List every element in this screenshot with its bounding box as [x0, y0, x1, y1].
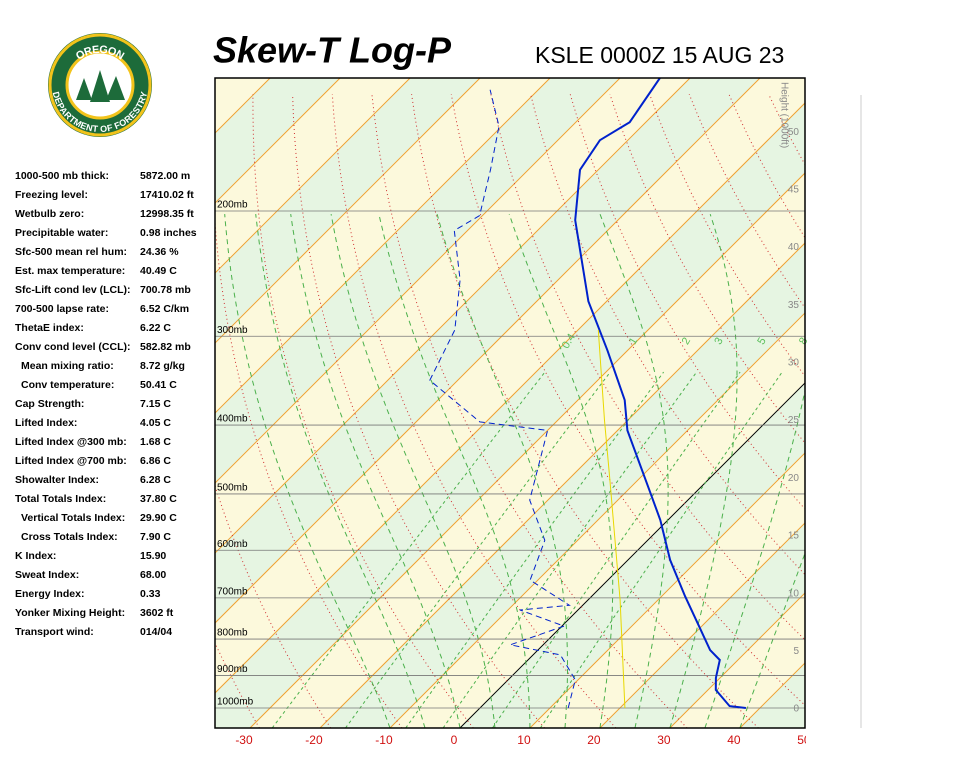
index-value: 17410.02 ft: [140, 189, 194, 201]
index-label: Est. max temperature:: [15, 265, 125, 277]
height-tick-label: 5: [793, 646, 799, 657]
index-value: 700.78 mb: [140, 284, 191, 296]
height-tick-label: 45: [788, 185, 800, 196]
index-value: 6.86 C: [140, 455, 171, 467]
logo: OREGON DEPARTMENT OF FORESTRY: [48, 33, 152, 137]
index-label: Conv temperature:: [21, 379, 114, 391]
index-label: Precipitable water:: [15, 227, 108, 239]
index-label: Cap Strength:: [15, 398, 84, 410]
index-value: 15.90: [140, 550, 166, 562]
dry-adiabat: [848, 94, 960, 728]
pressure-label: 400mb: [217, 414, 248, 425]
index-label: ThetaE index:: [15, 322, 84, 334]
x-tick-label: 20: [587, 733, 601, 747]
pressure-label: 200mb: [217, 200, 248, 211]
index-label: Freezing level:: [15, 189, 88, 201]
height-tick-label: 10: [788, 588, 800, 599]
pressure-label: 1000mb: [217, 697, 254, 708]
height-tick-label: 20: [788, 473, 800, 484]
index-value: 5872.00 m: [140, 170, 190, 182]
height-tick-label: 15: [788, 531, 800, 542]
index-label: 1000-500 mb thick:: [15, 170, 109, 182]
x-tick-label: 30: [657, 733, 671, 747]
pressure-label: 600mb: [217, 539, 248, 550]
isotherm: [810, 78, 960, 728]
pressure-label: 700mb: [217, 586, 248, 597]
x-tick-labels: -30 -20 -10 0 10 20 30 40 50: [235, 733, 811, 747]
isotherm: [880, 78, 960, 728]
index-label: Yonker Mixing Height:: [15, 607, 125, 619]
index-label: Mean mixing ratio:: [21, 360, 114, 372]
x-tick-label: -30: [235, 733, 253, 747]
index-value: 50.41 C: [140, 379, 177, 391]
chart-title: Skew-T Log-P: [213, 30, 452, 71]
index-label: Transport wind:: [15, 626, 94, 638]
dry-adiabat: [808, 94, 960, 728]
index-label: Vertical Totals Index:: [21, 512, 125, 524]
index-value: 37.80 C: [140, 493, 177, 505]
x-tick-label: 0: [451, 733, 458, 747]
index-label: Lifted Index:: [15, 417, 77, 429]
height-tick-label: 25: [788, 415, 800, 426]
index-value: 582.82 mb: [140, 341, 191, 353]
height-tick-label: 0: [793, 704, 799, 715]
height-tick-label: 35: [788, 300, 800, 311]
index-value: 4.05 C: [140, 417, 171, 429]
x-tick-label: 50: [797, 733, 811, 747]
index-label: Sfc-Lift cond lev (LCL):: [15, 284, 131, 296]
index-value: 6.28 C: [140, 474, 171, 486]
chart-subtitle: KSLE 0000Z 15 AUG 23: [535, 42, 784, 68]
x-tick-label: 10: [517, 733, 531, 747]
index-label: 700-500 lapse rate:: [15, 303, 109, 315]
index-value: 6.52 C/km: [140, 303, 189, 315]
index-label: Lifted Index @700 mb:: [15, 455, 127, 467]
index-label: K Index:: [15, 550, 56, 562]
index-value: 3602 ft: [140, 607, 174, 619]
pressure-label: 800mb: [217, 628, 248, 639]
height-tick-label: 30: [788, 358, 800, 369]
index-label: Total Totals Index:: [15, 493, 106, 505]
index-label: Wetbulb zero:: [15, 208, 84, 220]
isotherm-band: [810, 78, 960, 728]
index-label: Sweat Index:: [15, 569, 79, 581]
pressure-label: 500mb: [217, 483, 248, 494]
index-value: 014/04: [140, 626, 172, 638]
index-value: 0.98 inches: [140, 227, 197, 239]
index-label: Sfc-500 mean rel hum:: [15, 246, 127, 258]
index-value: 12998.35 ft: [140, 208, 194, 220]
x-tick-label: -20: [305, 733, 323, 747]
x-tick-label: 40: [727, 733, 741, 747]
index-label: Showalter Index:: [15, 474, 99, 486]
index-value: 0.33: [140, 588, 161, 600]
index-value: 29.90 C: [140, 512, 177, 524]
index-label: Cross Totals Index:: [21, 531, 118, 543]
index-value: 8.72 g/kg: [140, 360, 185, 372]
dry-adiabat: [888, 94, 960, 728]
height-tick-label: 40: [788, 242, 800, 253]
index-value: 6.22 C: [140, 322, 171, 334]
index-value: 40.49 C: [140, 265, 177, 277]
index-value: 68.00: [140, 569, 166, 581]
index-value: 24.36 %: [140, 246, 179, 258]
index-label: Lifted Index @300 mb:: [15, 436, 127, 448]
height-axis-label: Height (1000ft): [778, 82, 789, 148]
index-value: 1.68 C: [140, 436, 171, 448]
index-label: Energy Index:: [15, 588, 84, 600]
dry-adiabat: [927, 94, 960, 728]
pressure-label: 300mb: [217, 325, 248, 336]
x-tick-label: -10: [375, 733, 393, 747]
pressure-label: 900mb: [217, 664, 248, 675]
isotherm-band: [880, 78, 960, 728]
index-value: 7.15 C: [140, 398, 171, 410]
index-value: 7.90 C: [140, 531, 171, 543]
index-label: Conv cond level (CCL):: [15, 341, 131, 353]
